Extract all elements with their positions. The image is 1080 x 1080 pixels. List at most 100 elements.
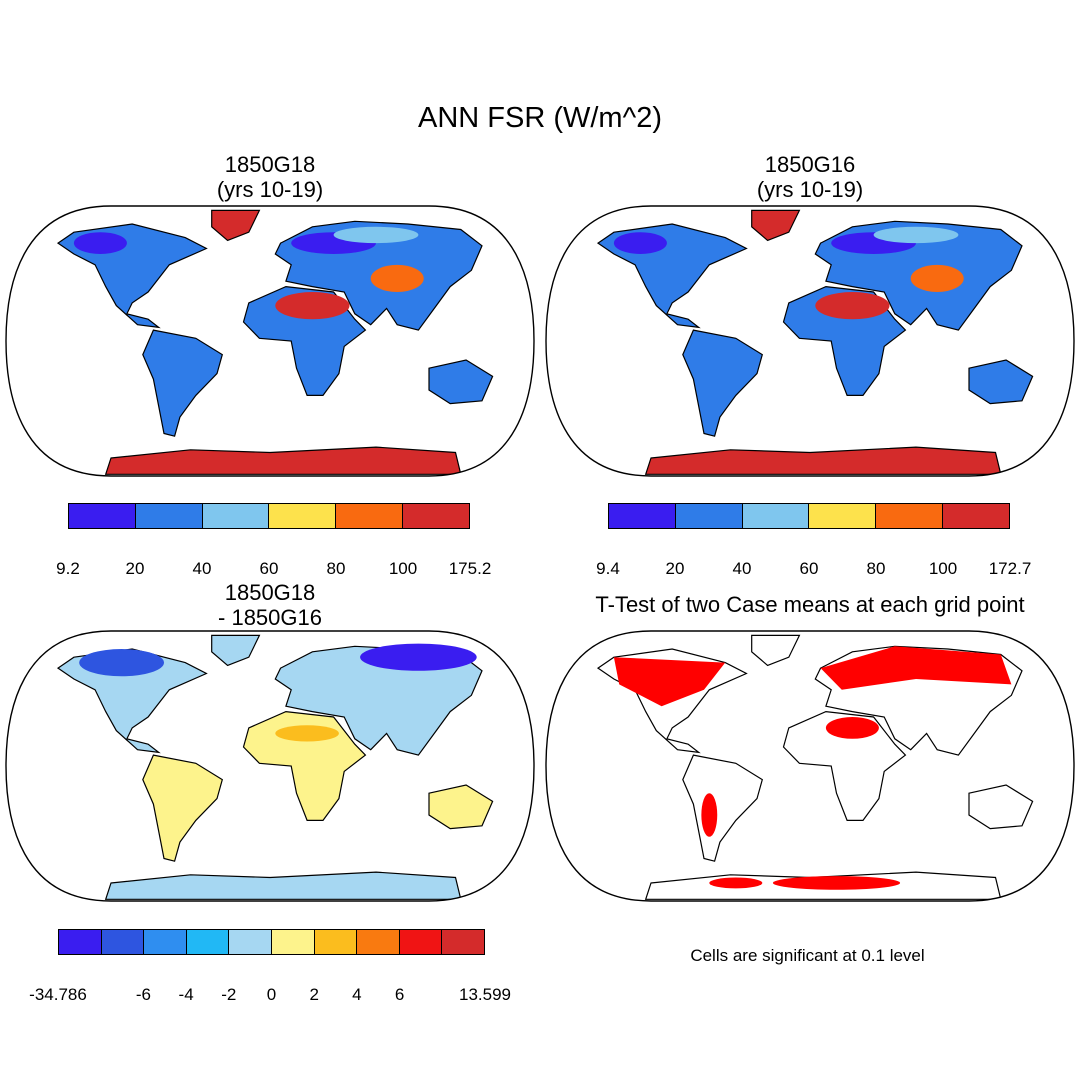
colorbar-swatch (135, 504, 203, 528)
panel1-title-line1: 1850G18 (224, 152, 316, 177)
continent-greenland (211, 634, 261, 667)
panel1-title: 1850G18 (yrs 10-19) (170, 152, 370, 202)
colorbar-tick-label: 6 (394, 985, 405, 1004)
continent-namerica (56, 648, 208, 754)
sig-andes (701, 793, 718, 837)
continent-samerica (142, 329, 223, 437)
panel4-title: T-Test of two Case means at each grid po… (595, 592, 1025, 617)
continent-samerica (682, 329, 763, 437)
colorbar-swatch (336, 504, 404, 528)
colorbar-swatch (144, 930, 187, 954)
colorbar-tick-label: 2 (309, 985, 319, 1004)
colorbar-tick-label: 13.599 (459, 985, 511, 1004)
colorbar-swatch (403, 504, 469, 528)
colorbar-swatch (675, 504, 743, 528)
colorbar-tick-label: 9.4 (596, 559, 620, 578)
colorbar-tick-label: 40 (192, 559, 212, 578)
colorbar-1: 9.2 20 40 60 80 100 175.2 (56, 503, 491, 578)
colorbar-tick-label: 80 (326, 559, 346, 578)
continent-antarctica (104, 871, 462, 900)
continent-australia (968, 359, 1034, 405)
continent-australia (428, 784, 494, 830)
continent-australia (968, 784, 1034, 830)
colorbar-2-cells (608, 503, 1010, 529)
panel3-title: 1850G18 - 1850G16 (170, 580, 370, 630)
continent-samerica (682, 754, 763, 862)
continent-greenland (751, 209, 801, 242)
sig-antarctica-west (709, 877, 763, 889)
map-frame (5, 630, 535, 902)
continent-greenland (751, 634, 801, 667)
continent-samerica (142, 754, 223, 862)
map-ttest (545, 630, 1075, 902)
colorbar-1-cells (68, 503, 470, 529)
continent-australia (428, 359, 494, 405)
colorbar-swatch (101, 930, 145, 954)
continent-antarctica (104, 446, 462, 475)
canada-decrease (79, 649, 164, 677)
siberia-region (333, 226, 419, 244)
colorbar-tick-label: 100 (388, 559, 418, 578)
colorbar-swatch (442, 930, 484, 954)
colorbar-tick-label: 172.7 (988, 559, 1032, 578)
canada-region (613, 232, 667, 254)
colorbar-tick-label: -34.786 (29, 985, 87, 1004)
panel2-title-line2: (yrs 10-19) (756, 177, 864, 202)
colorbar-swatch (742, 504, 810, 528)
colorbar-3-cells (58, 929, 485, 955)
colorbar-swatch (876, 504, 944, 528)
map-difference (5, 630, 535, 902)
panel3-title-line1: 1850G18 (224, 580, 316, 605)
continent-antarctica (644, 446, 1002, 475)
colorbar-tick-label: 20 (125, 559, 145, 578)
sig-antarctica (772, 876, 901, 890)
colorbar-tick-label: -6 (135, 985, 151, 1004)
siberia-decrease (360, 643, 477, 671)
colorbar-tick-label: -4 (178, 985, 194, 1004)
asia-highland-region (370, 264, 424, 293)
continent-greenland (211, 209, 261, 242)
map-frame (5, 205, 535, 477)
sig-eurasia (820, 646, 1012, 690)
colorbar-swatch (399, 930, 443, 954)
colorbar-tick-label: 9.2 (56, 559, 80, 578)
map-frame (545, 630, 1075, 902)
map-1850G16 (545, 205, 1075, 477)
panel2-title: 1850G16 (yrs 10-19) (710, 152, 910, 202)
colorbar-swatch (609, 504, 676, 528)
sahel-increase (275, 725, 339, 742)
colorbar-swatch (809, 504, 877, 528)
sahara-region (815, 292, 890, 320)
panel1-title-line2: (yrs 10-19) (216, 177, 324, 202)
colorbar-swatch (59, 930, 102, 954)
canada-region (73, 232, 127, 254)
colorbar-swatch (357, 930, 400, 954)
colorbar-tick-label: 4 (352, 985, 362, 1004)
panel2-title-line1: 1850G16 (764, 152, 856, 177)
panel3-title-line2: - 1850G16 (218, 605, 322, 630)
siberia-region (873, 226, 959, 244)
colorbar-swatch (202, 504, 270, 528)
colorbar-tick-label: 0 (266, 985, 277, 1004)
sig-sahara (825, 717, 879, 739)
colorbar-swatch (186, 930, 230, 954)
colorbar-swatch (269, 504, 337, 528)
colorbar-3: -34.786 -6 -4 -2 0 2 4 6 13.599 (29, 929, 511, 1004)
asia-highland-region (910, 264, 964, 293)
colorbar-tick-label: 175.2 (448, 559, 492, 578)
colorbar-tick-label: 20 (665, 559, 685, 578)
colorbar-tick-label: 60 (799, 559, 819, 578)
colorbar-swatch (943, 504, 1009, 528)
colorbar-tick-label: -2 (221, 985, 237, 1004)
colorbar-tick-label: 100 (928, 559, 958, 578)
colorbar-swatch (69, 504, 136, 528)
colorbar-tick-label: 60 (259, 559, 279, 578)
colorbar-tick-label: 80 (866, 559, 886, 578)
colorbar-2: 9.4 20 40 60 80 100 172.7 (596, 503, 1031, 578)
sahara-region (275, 292, 350, 320)
figure-title: ANN FSR (W/m^2) (418, 102, 662, 134)
colorbar-tick-label: 40 (732, 559, 752, 578)
colorbar-swatch (229, 930, 272, 954)
continent-africa (242, 710, 367, 821)
map-frame (545, 205, 1075, 477)
